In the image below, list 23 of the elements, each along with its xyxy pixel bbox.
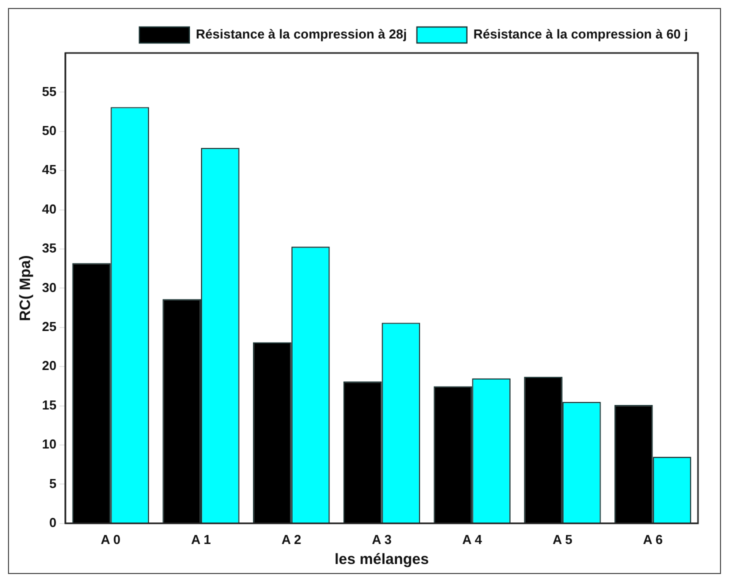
x-tick-label: A 5 [552,532,572,547]
x-tick-label: A 0 [100,532,121,547]
y-tick-label: 5 [49,476,56,491]
y-tick-label: 25 [42,318,56,334]
y-tick-label: 45 [42,162,56,178]
y-tick-label: 15 [42,397,56,412]
x-tick-label: A 6 [642,532,663,547]
y-tick-label: 20 [42,358,56,374]
y-tick-label: 50 [42,122,56,138]
x-tick-label: A 2 [281,532,302,547]
legend-label: Résistance à la compression à 28j [196,26,407,42]
y-tick-label: 30 [42,280,56,295]
y-tick-label: 0 [49,514,56,530]
y-axis-title: RC( Mpa) [17,255,34,322]
x-tick-label: A 4 [462,532,483,547]
y-tick-label: 10 [42,436,56,452]
y-tick-label: 35 [42,240,56,256]
y-tick-label: 55 [42,84,56,99]
x-axis-title: les mélanges [334,551,429,568]
legend-label: Résistance à la compression à 60 j [473,26,688,42]
x-tick-label: A 1 [191,532,211,547]
x-tick-label: A 3 [372,532,392,547]
y-tick-label: 40 [42,201,56,216]
